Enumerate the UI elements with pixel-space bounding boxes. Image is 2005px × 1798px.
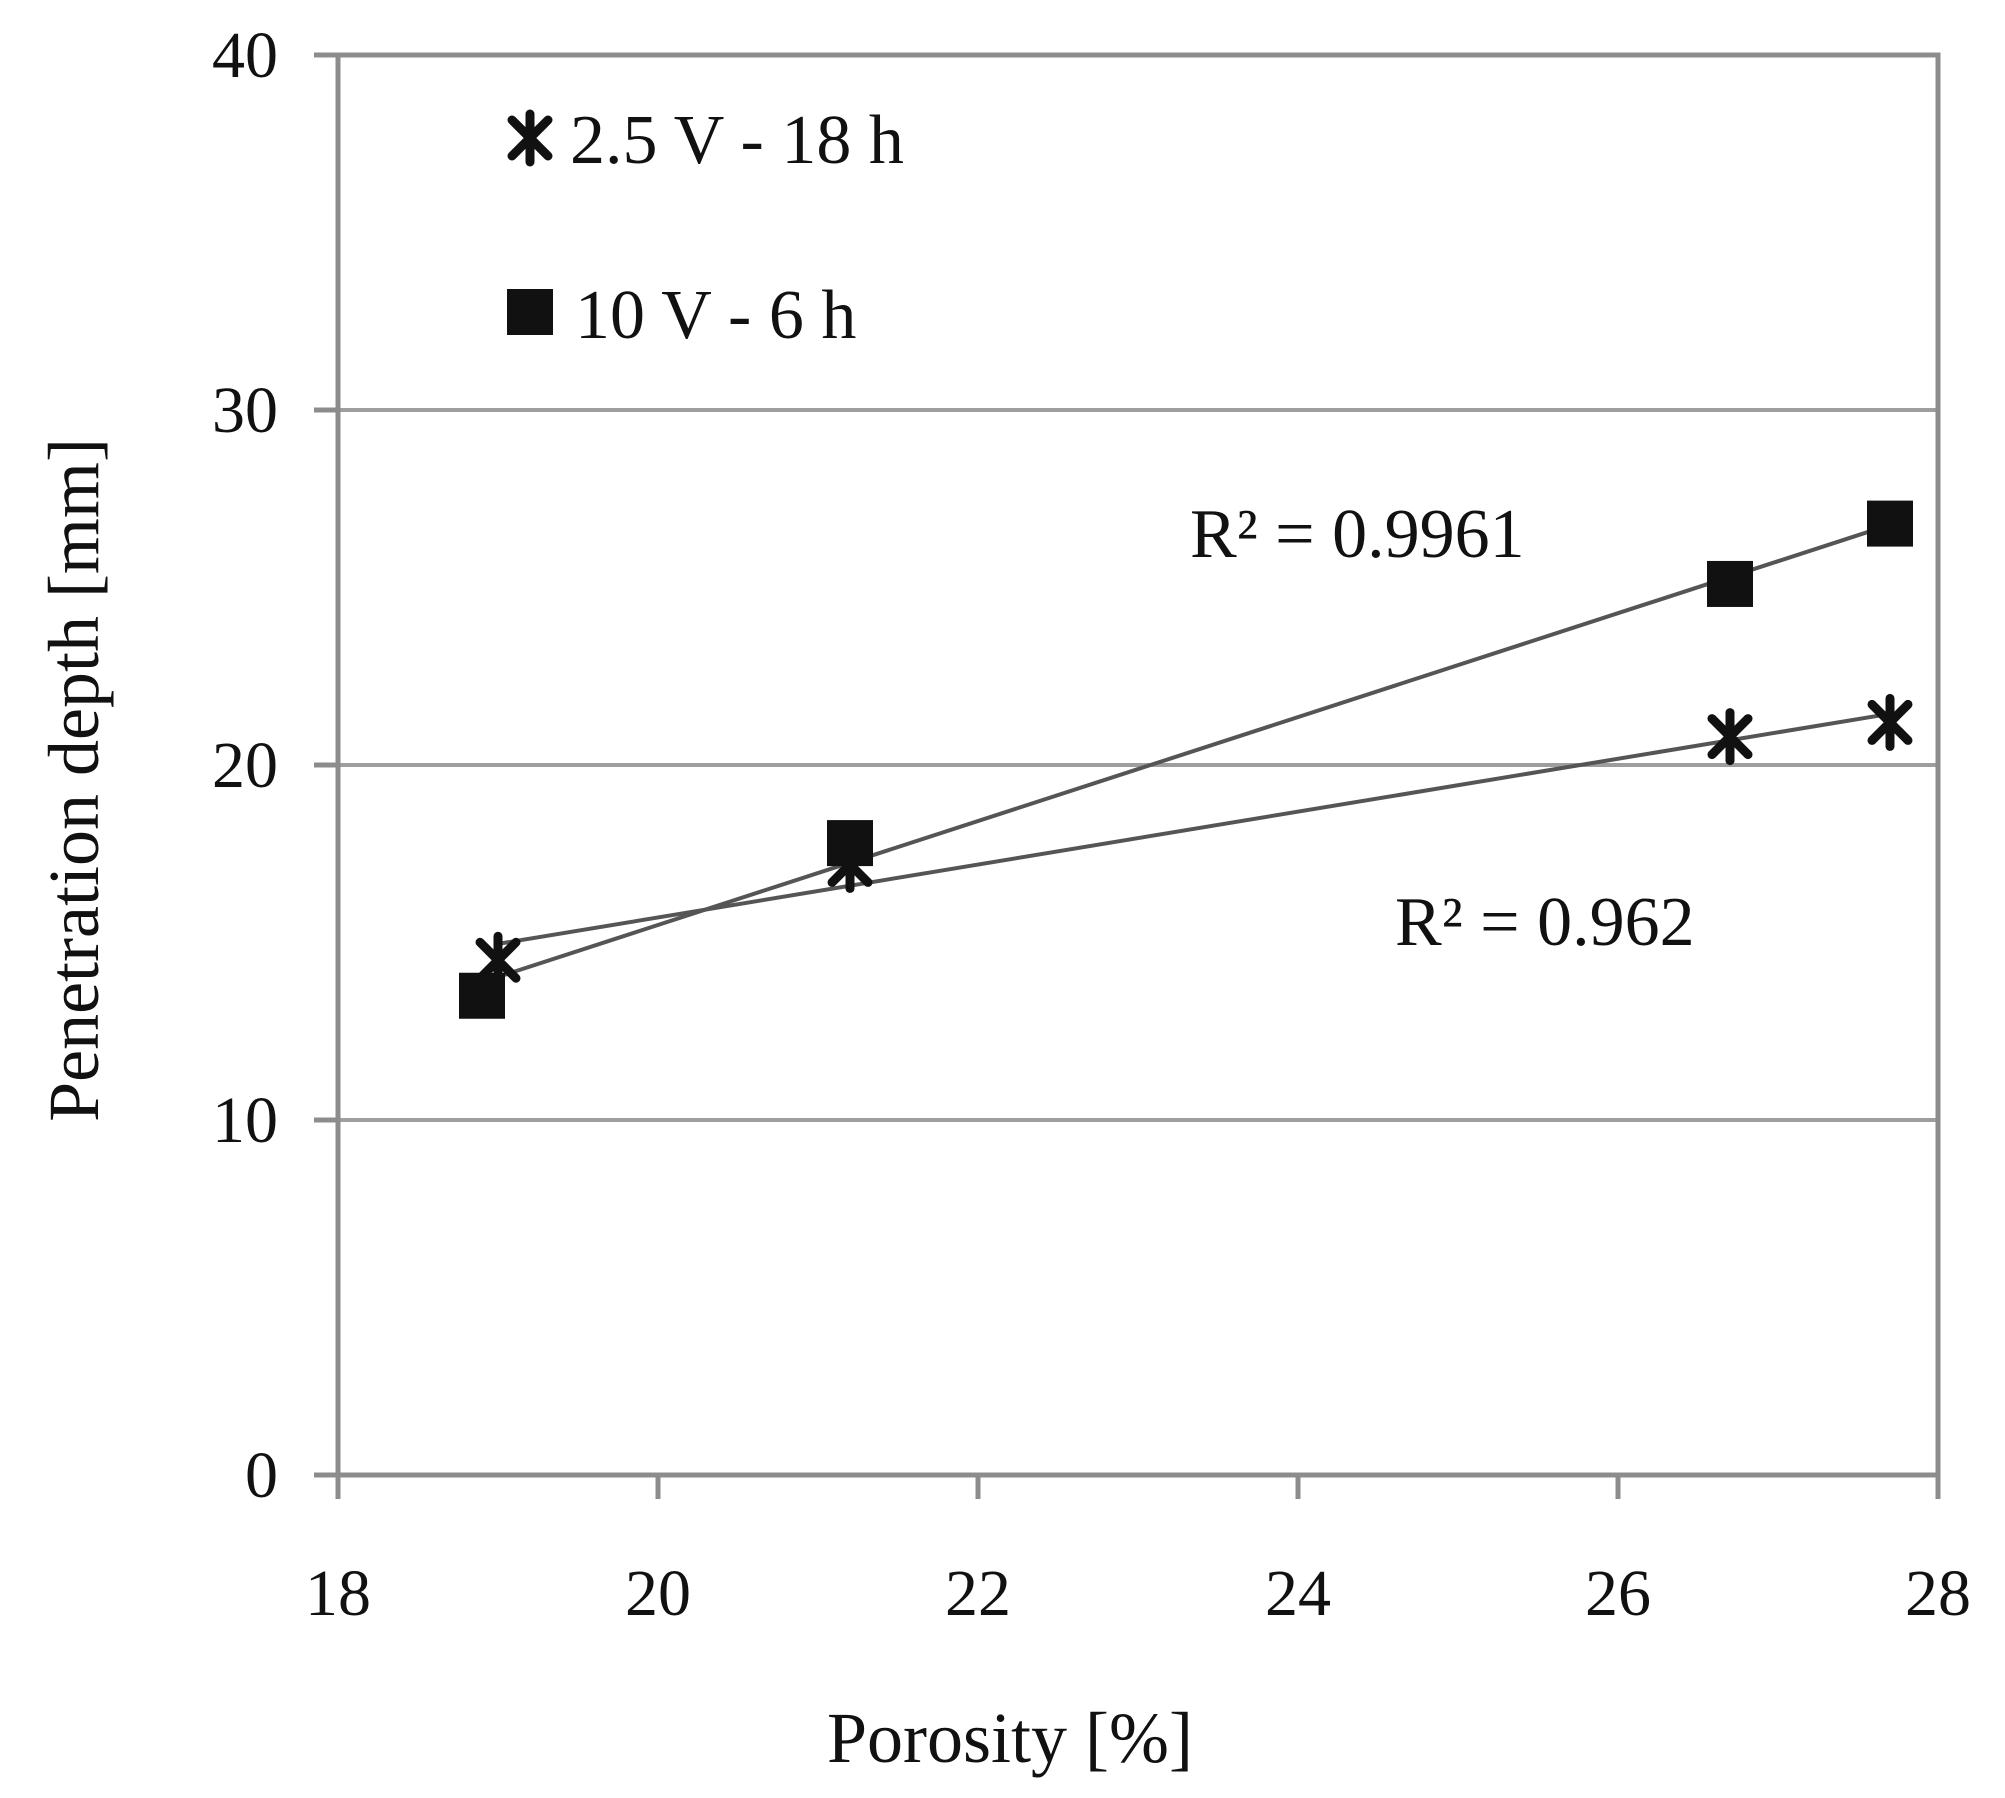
legend-marker-2-5v-18h	[507, 109, 553, 167]
r2-label-2-5v-18h: R² = 0.962	[1395, 884, 1695, 961]
point-2-5-v-18-h-2	[1707, 708, 1753, 766]
legend-label-2-5v-18h: 2.5 V - 18 h	[570, 102, 904, 179]
legend-label-10v-6h: 10 V - 6 h	[575, 277, 856, 354]
data-points	[459, 500, 1913, 1019]
y-tick-label-0: 0	[245, 1439, 278, 1512]
x-tick-label-18: 18	[305, 1557, 371, 1630]
x-tick-label-28: 28	[1905, 1557, 1971, 1630]
grid-lines	[338, 408, 1938, 1122]
axes: 0 10 20 30 40 18 20 22 24 26 28	[212, 19, 1971, 1630]
trendlines	[481, 522, 1891, 985]
y-tick-label-10: 10	[212, 1084, 278, 1157]
x-tick-label-26: 26	[1585, 1557, 1651, 1630]
point-2-5-v-18-h-3	[1867, 693, 1913, 751]
x-tick-label-24: 24	[1265, 1557, 1331, 1630]
legend-marker-10v-6h	[507, 289, 553, 335]
point-10-v-6-h-0	[459, 972, 505, 1019]
y-tick-label-30: 30	[212, 374, 278, 447]
r2-annotations: R² = 0.9961 R² = 0.962	[1190, 496, 1695, 961]
x-tick-label-20: 20	[625, 1557, 691, 1630]
trendline-2-5-v-18-h	[497, 711, 1891, 946]
point-10-v-6-h-3	[1867, 500, 1913, 547]
x-axis-title: Porosity [%]	[827, 1698, 1193, 1778]
r2-label-10v-6h: R² = 0.9961	[1190, 496, 1525, 573]
legend: 2.5 V - 18 h 10 V - 6 h	[507, 102, 904, 354]
point-10-v-6-h-1	[827, 820, 873, 867]
trendline-10-v-6-h	[481, 522, 1891, 985]
x-tick-label-22: 22	[945, 1557, 1011, 1630]
y-tick-label-20: 20	[212, 729, 278, 802]
y-tick-label-40: 40	[212, 19, 278, 92]
axis-labels: Porosity [%] Penetration depth [mm]	[34, 438, 1193, 1778]
y-axis-title: Penetration depth [mm]	[34, 438, 114, 1122]
point-10-v-6-h-2	[1707, 560, 1753, 607]
